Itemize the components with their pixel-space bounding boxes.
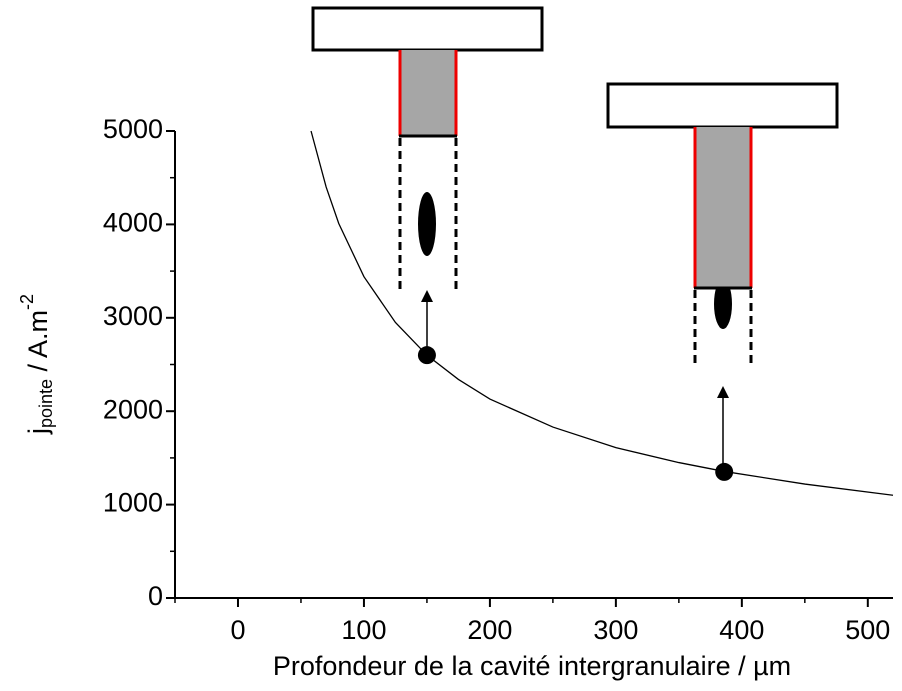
- y-label-main: j: [23, 428, 53, 435]
- x-tick-label: 400: [719, 615, 764, 645]
- x-tick-label: 200: [467, 615, 512, 645]
- x-tick-label: 100: [341, 615, 386, 645]
- schematic-short: [311, 6, 544, 352]
- x-tick-label: 0: [230, 615, 245, 645]
- y-tick-label: 1000: [103, 488, 163, 518]
- y-tick-label: 4000: [103, 208, 163, 238]
- y-tick-label: 0: [148, 581, 163, 611]
- data-point: [715, 462, 734, 481]
- x-tick-label: 300: [593, 615, 638, 645]
- schematic-long: [606, 82, 839, 468]
- y-tick-label: 2000: [103, 394, 163, 424]
- data-point: [417, 346, 436, 365]
- y-label-sub: pointe: [36, 379, 56, 428]
- y-tick-label: 5000: [103, 114, 163, 144]
- curve: [310, 130, 894, 496]
- x-tick-label: 500: [845, 615, 890, 645]
- x-axis-label: Profondeur de la cavité intergranulaire …: [273, 651, 791, 681]
- y-tick-label: 3000: [103, 301, 163, 331]
- y-axis-label: jpointe / A.m-2: [17, 294, 56, 435]
- y-label-sup: -2: [17, 294, 37, 310]
- y-label-rest: / A.m: [23, 310, 53, 379]
